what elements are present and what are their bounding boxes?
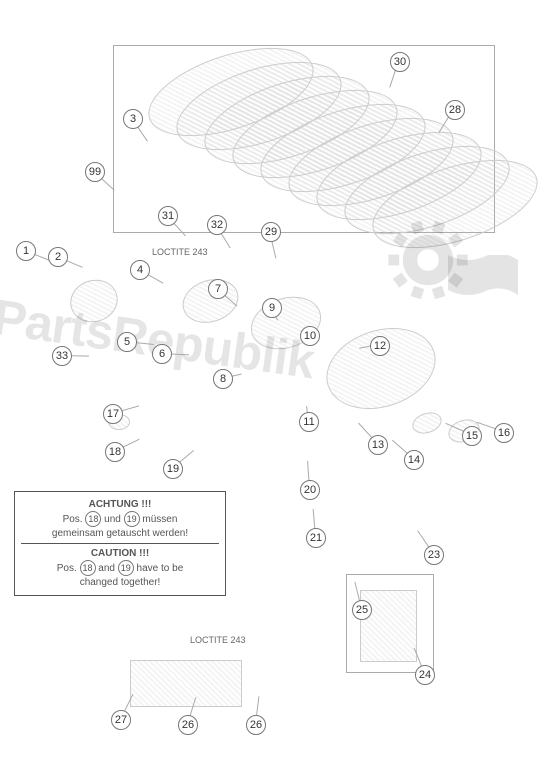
part-sketch — [410, 409, 445, 437]
part-sketch — [360, 590, 417, 662]
ref-18-en: 18 — [80, 560, 96, 576]
callout-4[interactable]: 4 — [130, 260, 150, 280]
callout-99[interactable]: 99 — [85, 162, 105, 182]
caution-line-en-2: changed together! — [21, 576, 219, 589]
callout-6[interactable]: 6 — [152, 344, 172, 364]
callout-23[interactable]: 23 — [424, 545, 444, 565]
caution-box: ACHTUNG !!! Pos. 18 und 19 müssen gemein… — [14, 491, 226, 596]
caution-title-en: CAUTION !!! — [21, 547, 219, 560]
callout-5[interactable]: 5 — [117, 332, 137, 352]
callout-14[interactable]: 14 — [404, 450, 424, 470]
callout-32[interactable]: 32 — [207, 215, 227, 235]
callout-8[interactable]: 8 — [213, 369, 233, 389]
callout-31[interactable]: 31 — [158, 206, 178, 226]
caution-line-de-1: Pos. 18 und 19 müssen — [21, 511, 219, 527]
callout-28[interactable]: 28 — [445, 100, 465, 120]
caution-line-en-1: Pos. 18 and 19 have to be — [21, 560, 219, 576]
caution-title-de: ACHTUNG !!! — [21, 498, 219, 511]
callout-2[interactable]: 2 — [48, 247, 68, 267]
callout-1[interactable]: 1 — [16, 241, 36, 261]
part-sketch — [316, 315, 446, 423]
callout-26[interactable]: 26 — [246, 715, 266, 735]
callout-10[interactable]: 10 — [300, 326, 320, 346]
callout-29[interactable]: 29 — [261, 222, 281, 242]
callout-19[interactable]: 19 — [163, 459, 183, 479]
callout-25[interactable]: 25 — [352, 600, 372, 620]
part-sketch — [130, 660, 242, 707]
callout-12[interactable]: 12 — [370, 336, 390, 356]
callout-3[interactable]: 3 — [123, 109, 143, 129]
callout-16[interactable]: 16 — [494, 423, 514, 443]
callout-9[interactable]: 9 — [262, 298, 282, 318]
callout-33[interactable]: 33 — [52, 346, 72, 366]
callout-24[interactable]: 24 — [415, 665, 435, 685]
callout-26b[interactable]: 26 — [178, 715, 198, 735]
caution-divider — [21, 543, 219, 544]
callout-11[interactable]: 11 — [299, 412, 319, 432]
callout-13[interactable]: 13 — [368, 435, 388, 455]
loctite-label-top: LOCTITE 243 — [152, 247, 208, 257]
callout-18[interactable]: 18 — [105, 442, 125, 462]
watermark-flag-icon — [448, 255, 518, 310]
callout-30[interactable]: 30 — [390, 52, 410, 72]
part-sketch — [244, 288, 328, 358]
ref-19-en: 19 — [118, 560, 134, 576]
loctite-label-bottom: LOCTITE 243 — [190, 635, 246, 645]
callout-21[interactable]: 21 — [306, 528, 326, 548]
ref-18-de: 18 — [85, 511, 101, 527]
callout-27[interactable]: 27 — [111, 710, 131, 730]
callout-20[interactable]: 20 — [300, 480, 320, 500]
caution-line-de-2: gemeinsam getauscht werden! — [21, 527, 219, 540]
callout-7[interactable]: 7 — [208, 279, 228, 299]
callout-15[interactable]: 15 — [462, 426, 482, 446]
callout-17[interactable]: 17 — [103, 404, 123, 424]
part-sketch — [65, 274, 124, 329]
ref-19-de: 19 — [124, 511, 140, 527]
